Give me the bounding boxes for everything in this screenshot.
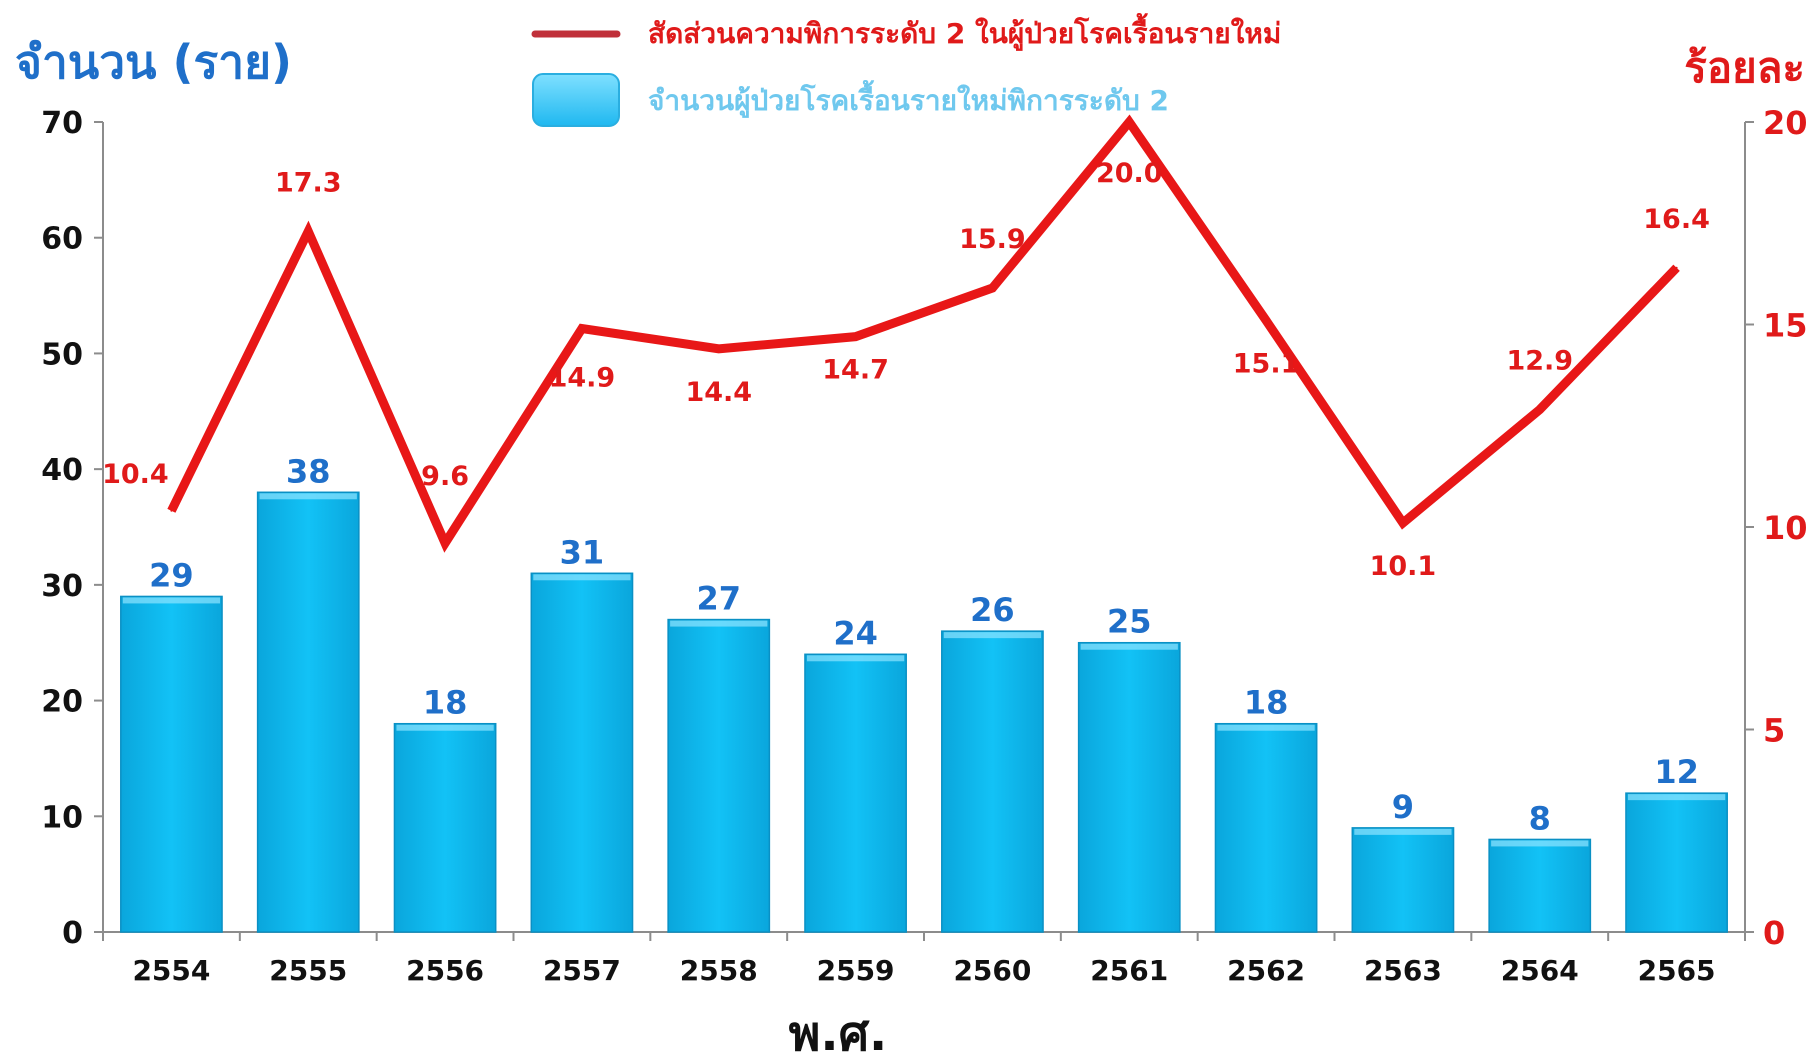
bar-highlight (1627, 794, 1726, 801)
bar (941, 630, 1044, 933)
bar-value-label: 8 (1529, 799, 1551, 837)
rate-value-label: 16.4 (1643, 204, 1710, 235)
x-tick-label: 2564 (1501, 954, 1579, 987)
bar (1351, 827, 1455, 933)
bar-highlight (533, 574, 631, 581)
bar (667, 618, 771, 933)
x-tick-label: 2561 (1090, 954, 1168, 987)
bar (256, 491, 360, 933)
bar (1625, 792, 1728, 933)
y2-tick-label: 10 (1763, 509, 1808, 547)
bar (393, 722, 497, 933)
bar (120, 595, 223, 933)
y-tick-label: 10 (41, 800, 83, 835)
y-tick-label: 60 (41, 222, 83, 257)
bar-value-label: 9 (1392, 788, 1414, 826)
x-tick-label: 2562 (1227, 954, 1305, 987)
bar (1214, 722, 1318, 933)
bar-value-label: 12 (1654, 753, 1699, 791)
rate-point (307, 230, 310, 233)
rate-point (444, 542, 447, 545)
y-tick-label: 50 (41, 337, 83, 372)
rate-value-label: 10.1 (1370, 551, 1437, 582)
rate-value-label: 14.9 (549, 363, 616, 394)
y2-tick-label: 0 (1763, 914, 1785, 952)
bar-highlight (943, 632, 1042, 639)
rate-point (717, 347, 720, 350)
rate-value-label: 15.1 (1233, 348, 1300, 379)
rate-point (1128, 121, 1131, 123)
legend: สัดส่วนความพิการระดับ 2 ในผู้ป่วยโรคเรื้… (531, 12, 1281, 127)
legend-bar-label: จำนวนผู้ป่วยโรคเรื้อนรายใหม่พิการระดับ 2 (648, 79, 1169, 118)
x-tick-label: 2554 (132, 954, 210, 987)
y-axis-title: จำนวน (ราย) (15, 35, 292, 89)
legend-bar-swatch (532, 73, 620, 127)
bar-highlight (806, 655, 905, 662)
bar-value-label: 31 (560, 533, 605, 571)
bar-value-label: 38 (286, 452, 331, 490)
bar-value-label: 27 (696, 580, 741, 618)
x-tick-label: 2559 (817, 954, 895, 987)
x-axis-title: พ.ศ. (789, 1006, 888, 1057)
rate-point (580, 327, 583, 330)
x-tick-label: 2555 (269, 954, 347, 987)
y2-tick-label: 5 (1763, 712, 1785, 750)
rate-line-path (167, 114, 1680, 553)
bar-value-label: 24 (833, 614, 878, 652)
bar-highlight (670, 620, 768, 627)
bar-highlight (259, 493, 357, 500)
rate-line (167, 114, 1680, 553)
bar-highlight (1491, 840, 1589, 847)
x-tick-label: 2556 (406, 954, 484, 987)
rate-value-label: 15.9 (959, 224, 1026, 255)
bar-value-label: 18 (423, 684, 468, 722)
x-tick-label: 2558 (680, 954, 758, 987)
bar (804, 653, 907, 933)
x-tick-label: 2557 (543, 954, 621, 987)
bar-highlight (1217, 724, 1315, 731)
y2-tick-label: 15 (1763, 307, 1808, 345)
rate-value-label: 17.3 (275, 167, 342, 198)
rate-point (991, 287, 994, 290)
rate-point (1265, 319, 1268, 322)
y2-axis-title: ร้อยละ (1684, 43, 1805, 92)
rate-value-label: 9.6 (421, 461, 469, 492)
rate-point (1401, 521, 1404, 524)
rate-point (1675, 266, 1678, 269)
y2-tick-label: 20 (1763, 104, 1808, 142)
bar-value-label: 26 (970, 591, 1015, 629)
y-tick-label: 30 (41, 569, 83, 604)
bar-value-label: 25 (1107, 603, 1152, 641)
bar (1077, 641, 1181, 933)
y-tick-label: 40 (41, 453, 83, 488)
x-tick-label: 2560 (953, 954, 1031, 987)
x-tick-label: 2563 (1364, 954, 1442, 987)
y-tick-label: 0 (62, 916, 83, 951)
bars (120, 491, 1728, 933)
bar-highlight (122, 597, 221, 604)
rate-value-label: 14.7 (822, 355, 889, 386)
bar (1488, 838, 1592, 933)
legend-line-label: สัดส่วนความพิการระดับ 2 ในผู้ป่วยโรคเรื้… (648, 12, 1281, 51)
bar-highlight (1354, 828, 1452, 835)
x-tick-label: 2565 (1638, 954, 1716, 987)
rate-value-label: 12.9 (1506, 346, 1573, 377)
y-tick-label: 20 (41, 685, 83, 720)
y-tick-label: 70 (41, 106, 83, 141)
bar-highlight (396, 724, 494, 731)
rate-value-label: 14.4 (685, 377, 752, 408)
bar-value-label: 29 (149, 556, 194, 594)
data-labels: 29 38 18 31 27 24 26 25 18 9 8 12 10.4 17.3 9.6 14.9 14.… (102, 158, 1710, 837)
bar (530, 572, 634, 933)
bar-value-label: 18 (1244, 684, 1289, 722)
rate-point (854, 335, 857, 338)
rate-value-label: 20.0 (1096, 158, 1163, 189)
rate-point (170, 509, 173, 512)
bar-highlight (1080, 643, 1178, 650)
axes: 0 10 20 30 40 50 60 70 0 5 10 15 20 2554 2555 2556 2557 2… (41, 104, 1807, 987)
rate-point (1538, 408, 1541, 411)
rate-value-label: 10.4 (102, 459, 169, 490)
